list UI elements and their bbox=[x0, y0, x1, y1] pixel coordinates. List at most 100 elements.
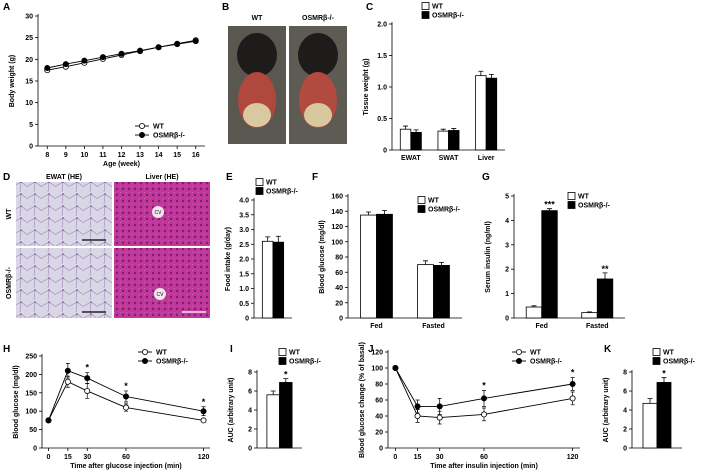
annotation: ** bbox=[602, 264, 610, 274]
y-tick-label: 3.5 bbox=[239, 212, 249, 219]
error-bar bbox=[275, 235, 281, 243]
legend-marker bbox=[516, 348, 523, 355]
y-tick-label: 0 bbox=[623, 446, 627, 453]
bar bbox=[596, 278, 614, 319]
fat-pad bbox=[304, 103, 332, 127]
legend-label: OSMRβ-/- bbox=[156, 359, 189, 366]
data-point bbox=[414, 412, 421, 419]
error-bar bbox=[283, 378, 289, 383]
y-tick-label: 4.0 bbox=[239, 198, 249, 205]
bar bbox=[279, 382, 293, 449]
bar bbox=[642, 402, 658, 449]
y-tick-label: 1.5 bbox=[377, 53, 387, 60]
x-tick-label: 30 bbox=[83, 454, 91, 461]
error-bar bbox=[438, 261, 444, 266]
error-bar bbox=[661, 377, 667, 383]
y-tick-label: 8 bbox=[248, 370, 252, 377]
x-tick-label: 120 bbox=[198, 454, 210, 461]
mouse-head bbox=[298, 33, 338, 77]
central-vein bbox=[152, 206, 164, 218]
photo-panel: B WT OSMRβ-/- bbox=[222, 2, 347, 144]
legend-label: OSMRβ-/- bbox=[530, 359, 563, 366]
legend-label: OSMRβ-/- bbox=[266, 189, 299, 196]
legend-marker bbox=[516, 357, 523, 364]
chart-panel: I 0 2 4 6 8 AUC (arbitrary unit) WT OSMRβ-/-* bbox=[228, 344, 322, 453]
data-point bbox=[44, 65, 51, 72]
y-tick-label: 5 bbox=[29, 122, 33, 129]
legend-swatch bbox=[567, 192, 576, 200]
y-axis-title: Serum insulin (ng/ml) bbox=[485, 221, 492, 293]
legend-swatch bbox=[255, 187, 264, 195]
x-tick-label: 14 bbox=[155, 152, 163, 159]
panel-letter: I bbox=[230, 344, 233, 355]
y-tick-label: 0 bbox=[33, 446, 37, 453]
panel-letter: J bbox=[368, 344, 374, 355]
y-tick-label: 80 bbox=[375, 382, 383, 389]
data-point bbox=[64, 378, 71, 385]
photo-label: OSMRβ-/- bbox=[302, 15, 335, 22]
data-point bbox=[84, 387, 91, 394]
panel-letter: A bbox=[3, 2, 10, 13]
y-tick-label: 80 bbox=[335, 255, 343, 262]
error-bar bbox=[403, 125, 409, 130]
y-tick-label: 50 bbox=[29, 427, 37, 434]
bar bbox=[360, 214, 377, 319]
data-point bbox=[192, 38, 199, 45]
panel-letter: F bbox=[312, 172, 318, 183]
y-tick-label: 3 bbox=[505, 242, 509, 249]
legend-label: WT bbox=[432, 4, 444, 11]
bar bbox=[475, 75, 487, 151]
legend-marker bbox=[138, 123, 145, 130]
x-tick-label: 60 bbox=[480, 454, 488, 461]
y-tick-label: 100 bbox=[331, 239, 343, 246]
legend-label: WT bbox=[153, 124, 165, 131]
legend-swatch bbox=[278, 357, 287, 365]
legend-label: OSMRβ-/- bbox=[663, 359, 696, 366]
data-point bbox=[414, 403, 421, 410]
legend-label: WT bbox=[156, 350, 168, 357]
error-bar bbox=[423, 260, 429, 265]
y-tick-label: 200 bbox=[25, 372, 37, 379]
x-tick-label: EWAT bbox=[401, 155, 421, 162]
error-bar bbox=[602, 272, 608, 279]
x-tick-label: Fasted bbox=[586, 323, 609, 330]
bar bbox=[656, 382, 672, 449]
x-tick-label: 0 bbox=[47, 454, 51, 461]
y-tick-label: 60 bbox=[375, 398, 383, 405]
x-tick-label: 16 bbox=[192, 152, 200, 159]
legend-swatch bbox=[421, 11, 430, 19]
chart-panel: G 0 1 2 3 4 5 Serum insulin (ng/ml) Fed Fasted WT O… bbox=[482, 172, 625, 330]
panel-letter: C bbox=[366, 2, 373, 13]
data-point bbox=[200, 417, 207, 424]
fat-pad bbox=[243, 103, 271, 127]
x-tick-label: 120 bbox=[567, 454, 579, 461]
data-point bbox=[436, 403, 443, 410]
y-axis-title: Food intake (g/day) bbox=[225, 227, 232, 291]
legend-swatch bbox=[278, 348, 287, 356]
data-point bbox=[480, 411, 487, 418]
x-axis-title: Time after insulin injection (min) bbox=[430, 463, 538, 470]
legend-swatch bbox=[255, 178, 264, 186]
error-bar bbox=[586, 311, 592, 313]
y-tick-label: 1.0 bbox=[377, 85, 387, 92]
histology-image bbox=[16, 248, 112, 318]
error-bar bbox=[381, 210, 387, 215]
legend-label: OSMRβ-/- bbox=[289, 359, 322, 366]
legend-label: WT bbox=[663, 350, 675, 357]
data-point bbox=[436, 414, 443, 421]
y-axis-title: Body weight (g) bbox=[9, 55, 16, 108]
x-tick-label: Fasted bbox=[422, 323, 445, 330]
x-tick-label: SWAT bbox=[439, 155, 459, 162]
y-tick-label: 20 bbox=[335, 300, 343, 307]
error-bar bbox=[451, 128, 457, 131]
bar bbox=[485, 77, 498, 151]
data-point bbox=[81, 57, 88, 64]
y-tick-label: 0 bbox=[248, 446, 252, 453]
data-point bbox=[200, 408, 207, 415]
y-tick-label: 15 bbox=[25, 79, 33, 86]
legend-label: OSMRβ-/- bbox=[428, 207, 461, 214]
y-tick-label: 0.5 bbox=[377, 116, 387, 123]
y-tick-label: 3.0 bbox=[239, 227, 249, 234]
chart-panel: K 0 2 4 6 8 AUC (arbitrary unit) WT OSMRβ-/- * bbox=[603, 344, 696, 453]
y-tick-label: 100 bbox=[371, 366, 383, 373]
